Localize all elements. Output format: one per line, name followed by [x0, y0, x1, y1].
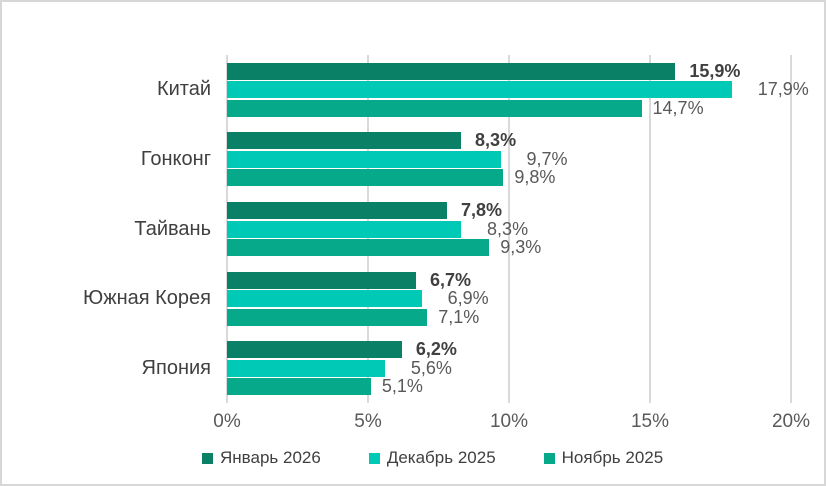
value-label: 9,8%: [514, 167, 556, 188]
gridline: [508, 55, 510, 403]
bar: [227, 99, 642, 117]
bar: [227, 169, 504, 187]
legend-item: Декабрь 2025: [368, 448, 496, 468]
category-label: Южная Корея: [83, 287, 211, 310]
value-label: 6,2%: [415, 339, 457, 360]
legend: Январь 2026 Декабрь 2025 Ноябрь 2025: [202, 447, 663, 469]
x-axis-tick: 15%: [630, 411, 670, 432]
value-label: 9,7%: [526, 148, 568, 169]
gridline: [649, 55, 651, 403]
legend-item-label: Декабрь 2025: [386, 448, 496, 467]
category-label: Китай: [156, 78, 211, 101]
value-label: 5,1%: [381, 376, 423, 397]
bar: [227, 378, 371, 396]
bar: [227, 202, 447, 219]
legend-swatch-icon: [543, 452, 555, 464]
category-label: Гонконг: [140, 147, 211, 170]
x-axis-tick: 10%: [489, 411, 529, 432]
bar: [227, 359, 385, 377]
legend-item-label: Январь 2026: [220, 448, 321, 467]
value-label: 7,1%: [438, 306, 480, 327]
value-label: 6,7%: [429, 269, 471, 290]
bar: [227, 239, 490, 256]
x-axis-tick: 5%: [354, 411, 382, 432]
value-label: 7,8%: [460, 200, 502, 220]
bar: [227, 81, 732, 99]
value-label: 8,3%: [487, 218, 529, 239]
bar: [227, 290, 422, 308]
value-label: 6,9%: [447, 288, 489, 309]
bar: [227, 271, 416, 289]
x-axis-tick: 0%: [213, 411, 241, 432]
bar: [227, 62, 676, 80]
legend-item-label: Ноябрь 2025: [561, 448, 664, 467]
value-label: 8,3%: [475, 130, 517, 151]
legend-swatch-icon: [202, 452, 213, 464]
bar: [227, 341, 402, 359]
x-axis-tick: 20%: [771, 411, 811, 432]
bar: [227, 220, 462, 238]
bar: [227, 308, 428, 326]
value-label: 17,9%: [757, 79, 809, 100]
value-label: 5,6%: [410, 357, 452, 378]
value-label: 15,9%: [689, 60, 741, 81]
category-label: Тайвань: [134, 217, 211, 240]
legend-item: Ноябрь 2025: [543, 448, 664, 468]
category-label: Япония: [141, 356, 211, 379]
legend-item: Январь 2026: [202, 448, 321, 468]
plot-area: 15,9% 17,9% 14,7% 8,3% 9,7% 9,8% 7,8% 8,3% 9,3% 6…: [226, 55, 809, 403]
bar: [227, 132, 462, 150]
gridline: [790, 55, 792, 403]
bar: [227, 150, 501, 168]
legend-swatch-icon: [368, 452, 380, 464]
value-label: 9,3%: [500, 237, 542, 257]
value-label: 14,7%: [652, 97, 704, 118]
